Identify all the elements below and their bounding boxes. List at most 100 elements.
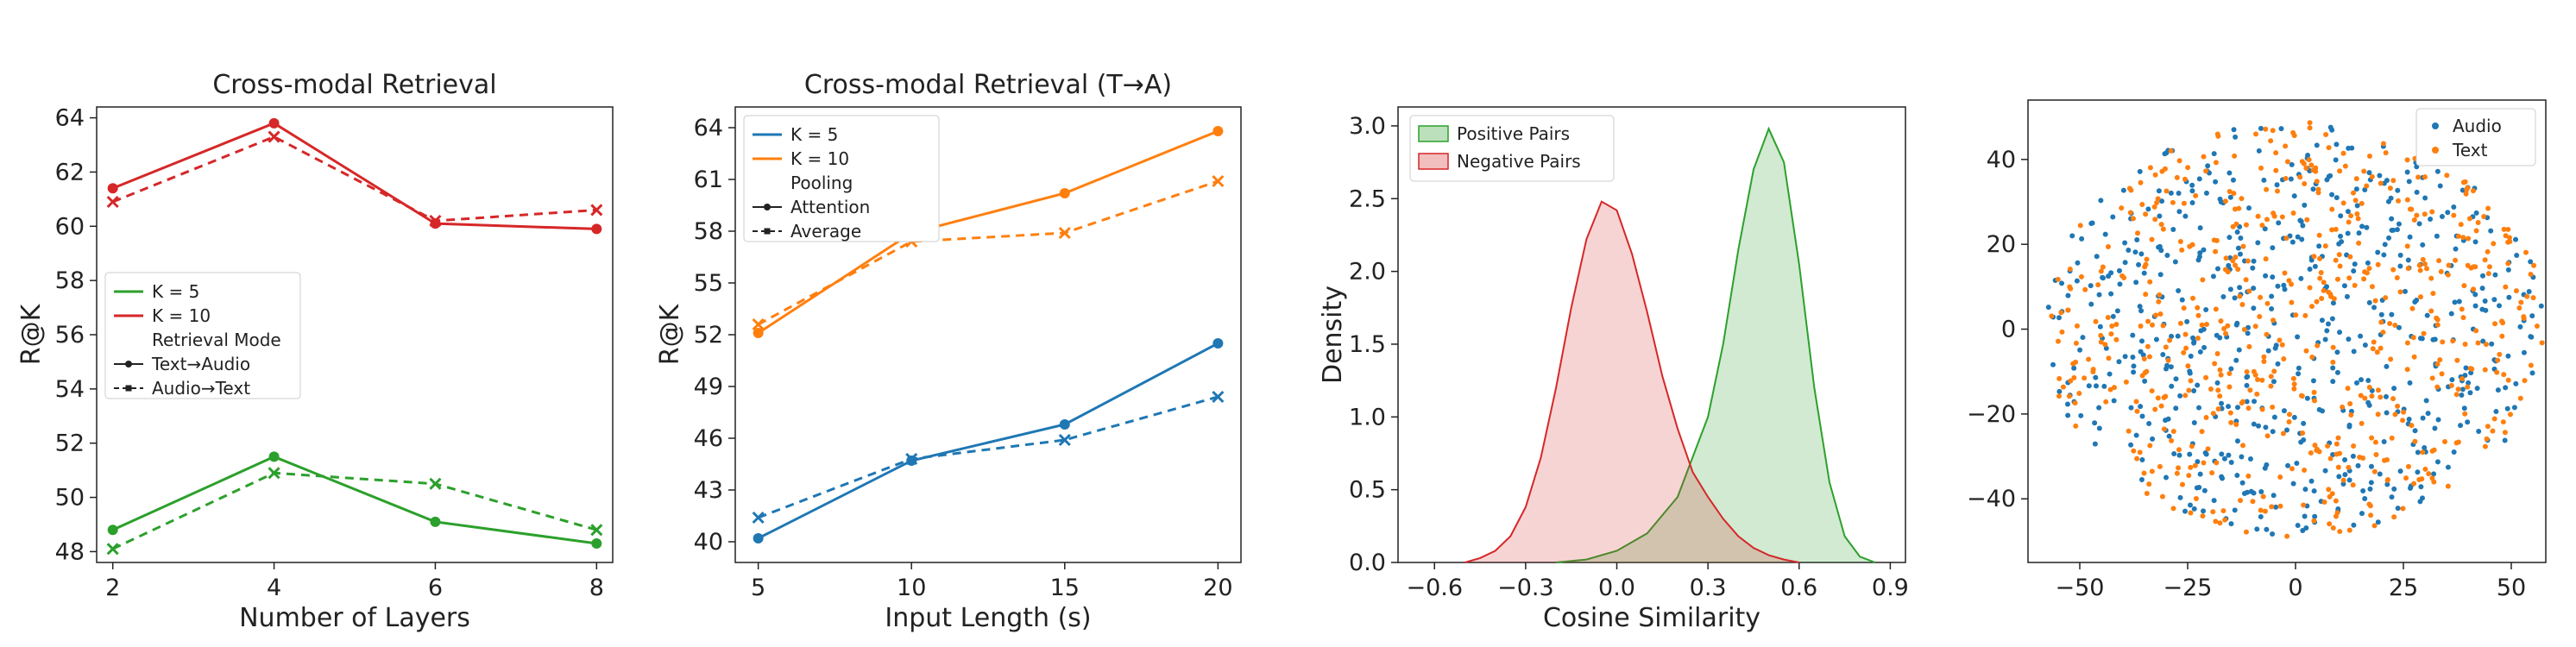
- scatter-point: [2325, 321, 2331, 327]
- scatter-point: [2298, 218, 2304, 224]
- scatter-point: [2397, 252, 2403, 258]
- scatter-point: [2285, 462, 2291, 468]
- scatter-point: [2356, 240, 2362, 246]
- scatter-point: [2234, 320, 2240, 326]
- scatter-point: [2371, 523, 2378, 529]
- data-point: [753, 328, 764, 338]
- scatter-point: [2152, 312, 2158, 318]
- scatter-point: [2072, 400, 2078, 406]
- scatter-point: [2236, 347, 2242, 353]
- scatter-point: [2236, 205, 2242, 211]
- legend-box: [2415, 108, 2536, 166]
- scatter-point: [2211, 151, 2217, 157]
- scatter-point: [2375, 411, 2381, 418]
- scatter-point: [2232, 295, 2238, 301]
- scatter-point: [2235, 267, 2241, 273]
- scatter-point: [2189, 242, 2195, 248]
- scatter-point: [2333, 157, 2339, 163]
- scatter-point: [2384, 477, 2390, 483]
- scatter-point: [2449, 377, 2455, 383]
- chart-title-layers: Cross-modal Retrieval: [212, 70, 496, 100]
- scatter-point: [2201, 508, 2207, 514]
- data-point: [107, 183, 118, 194]
- scatter-point: [2203, 415, 2209, 421]
- scatter-point: [2465, 384, 2471, 390]
- scatter-point: [2306, 157, 2312, 163]
- scatter-point: [2191, 388, 2197, 394]
- scatter-point: [2264, 186, 2270, 192]
- scatter-point: [2391, 386, 2397, 392]
- scatter-point: [2098, 339, 2104, 345]
- scatter-point: [2049, 313, 2055, 319]
- scatter-point: [2155, 395, 2161, 401]
- scatter-point: [2513, 236, 2519, 242]
- scatter-point: [2281, 356, 2287, 362]
- scatter-point: [2169, 333, 2175, 339]
- scatter-point: [2356, 230, 2362, 236]
- scatter-point: [2152, 172, 2158, 178]
- scatter-point: [2309, 304, 2315, 310]
- scatter-point: [2451, 212, 2457, 218]
- scatter-point: [2346, 464, 2352, 470]
- scatter-point: [2108, 291, 2114, 297]
- scatter-point: [2307, 120, 2313, 126]
- scatter-point: [2199, 429, 2205, 435]
- scatter-point: [2340, 150, 2346, 156]
- scatter-point: [2314, 142, 2320, 148]
- scatter-point: [2130, 355, 2136, 361]
- scatter-point: [2307, 285, 2313, 291]
- scatter-point: [2086, 356, 2092, 362]
- x-tick-label: 0.9: [1872, 575, 1909, 601]
- scatter-point: [2462, 411, 2468, 417]
- scatter-point: [2154, 200, 2160, 206]
- scatter-point: [2163, 150, 2170, 156]
- scatter-point: [2406, 417, 2412, 423]
- scatter-point: [2323, 131, 2329, 137]
- y-tick-label: 43: [694, 477, 723, 504]
- scatter-point: [2395, 506, 2401, 512]
- scatter-point: [2436, 258, 2442, 264]
- scatter-point: [2326, 145, 2332, 151]
- scatter-point: [2310, 378, 2316, 384]
- scatter-point: [2381, 252, 2387, 258]
- scatter-point: [2394, 275, 2400, 281]
- scatter-point: [2372, 439, 2378, 445]
- scatter-point: [2466, 216, 2472, 222]
- scatter-point: [2258, 507, 2264, 513]
- scatter-point: [2507, 411, 2513, 418]
- scatter-point: [2411, 354, 2417, 360]
- scatter-point: [2221, 325, 2227, 331]
- scatter-point: [2226, 452, 2232, 458]
- scatter-point: [2378, 394, 2384, 400]
- scatter-point: [2107, 371, 2113, 377]
- scatter-point: [2374, 349, 2380, 355]
- scatter-point: [2177, 238, 2183, 244]
- scatter-point: [2300, 223, 2306, 229]
- scatter-point: [2060, 384, 2066, 390]
- scatter-point: [2114, 308, 2120, 314]
- scatter-point: [2474, 386, 2480, 392]
- scatter-point: [2233, 262, 2239, 268]
- scatter-point: [2108, 270, 2114, 276]
- scatter-point: [2231, 191, 2237, 197]
- scatter-point: [2147, 165, 2153, 171]
- scatter-point: [2126, 428, 2132, 434]
- scatter-point: [2213, 518, 2219, 525]
- scatter-point: [2251, 286, 2257, 292]
- y-axis-label-input-length: R@K: [655, 303, 685, 365]
- scatter-point: [2369, 393, 2375, 399]
- scatter-point: [2442, 439, 2448, 445]
- scatter-point: [2147, 279, 2153, 285]
- scatter-point: [2321, 280, 2327, 286]
- legend-label: Text→Audio: [151, 354, 250, 374]
- scatter-point: [2382, 242, 2388, 248]
- scatter-point: [2264, 217, 2270, 223]
- scatter-point: [2137, 449, 2143, 455]
- scatter-point: [2212, 361, 2218, 367]
- scatter-point: [2453, 257, 2459, 263]
- scatter-point: [2100, 264, 2106, 270]
- scatter-point: [2456, 298, 2462, 305]
- scatter-point: [2458, 423, 2464, 429]
- scatter-point: [2311, 488, 2317, 494]
- scatter-point: [2312, 263, 2318, 269]
